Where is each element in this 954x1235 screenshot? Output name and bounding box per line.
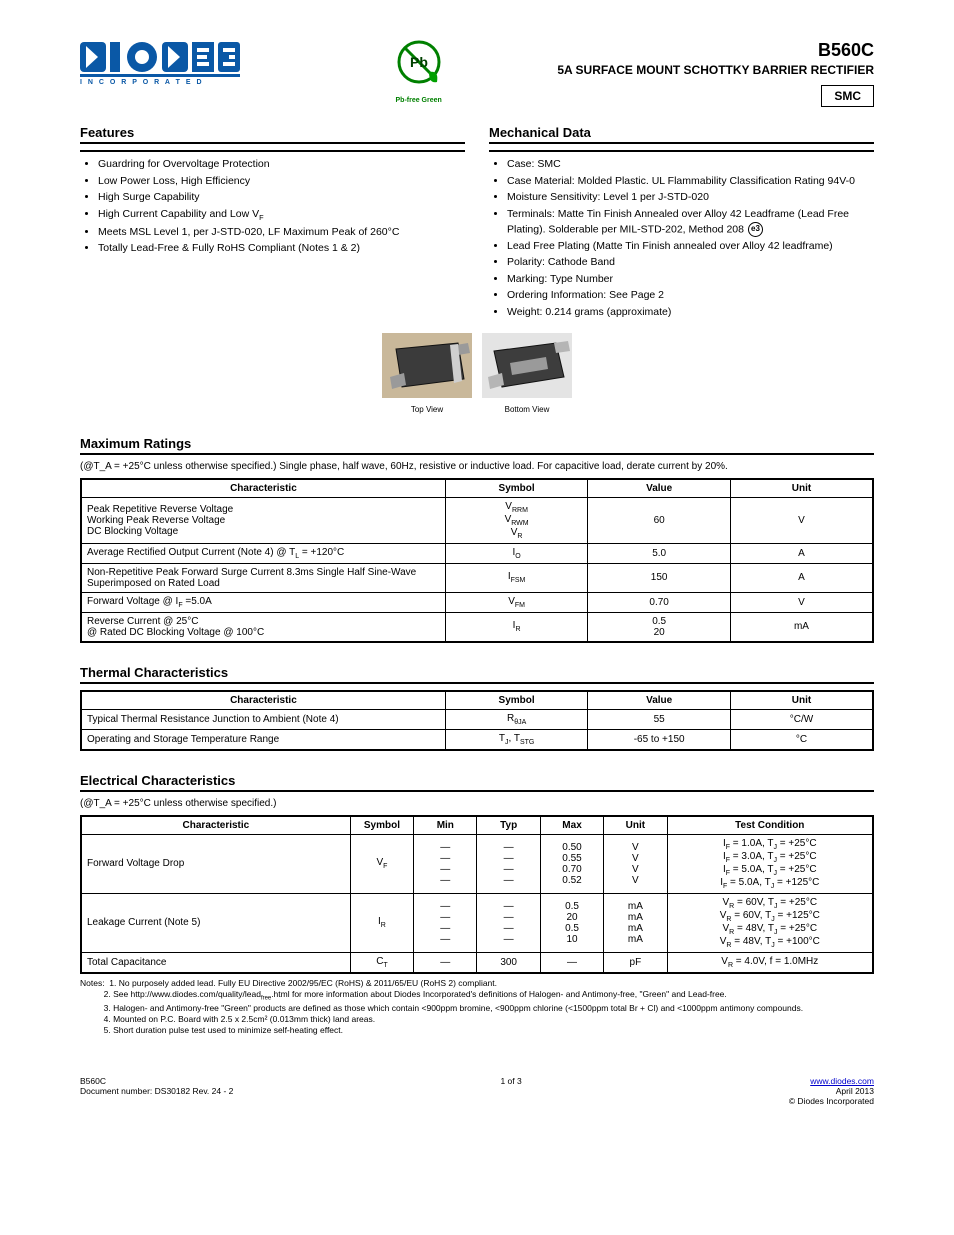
thermal-table: CharacteristicSymbolValueUnitTypical The…	[80, 690, 874, 751]
list-item: Meets MSL Level 1, per J-STD-020, LF Max…	[98, 226, 465, 240]
package-box: SMC	[821, 85, 874, 107]
list-item: Low Power Loss, High Efficiency	[98, 175, 465, 189]
abs-heading: Maximum Ratings	[80, 436, 874, 451]
footer-right: April 2013© Diodes Incorporated	[789, 1086, 874, 1106]
e3-icon: e3	[748, 222, 763, 237]
elec-table: CharacteristicSymbolMinTypMaxUnitTest Co…	[80, 815, 874, 974]
list-item: Lead Free Plating (Matte Tin Finish anne…	[507, 240, 874, 254]
list-item: High Current Capability and Low VF	[98, 208, 465, 223]
list-item: Case: SMC	[507, 158, 874, 172]
package-bottom-caption: Bottom View	[482, 405, 572, 414]
package-bottom-view	[482, 333, 572, 398]
part-description: 5A SURFACE MOUNT SCHOTTKY BARRIER RECTIF…	[557, 63, 874, 77]
list-item: Case Material: Molded Plastic. UL Flamma…	[507, 175, 874, 189]
mechdata-heading: Mechanical Data	[489, 125, 874, 144]
mech-list: Case: SMC Case Material: Molded Plastic. …	[507, 158, 874, 320]
list-item: Polarity: Cathode Band	[507, 256, 874, 270]
list-item: Terminals: Matte Tin Finish Annealed ove…	[507, 208, 874, 237]
list-item: Totally Lead-Free & Fully RoHS Compliant…	[98, 242, 465, 256]
page-footer: B560C Document number: DS30182 Rev. 24 -…	[80, 1076, 874, 1106]
list-item: Guardring for Overvoltage Protection	[98, 158, 465, 172]
pbfree-badge: Pb Pb-free Green	[395, 40, 443, 104]
list-item: Ordering Information: See Page 2	[507, 289, 874, 303]
elec-sub: (@T_A = +25°C unless otherwise specified…	[80, 798, 874, 809]
list-item: Weight: 0.214 grams (approximate)	[507, 306, 874, 320]
svg-text:Pb: Pb	[410, 54, 428, 70]
abs-table: CharacteristicSymbolValueUnitPeak Repeti…	[80, 478, 874, 643]
footer-doc: Document number: DS30182 Rev. 24 - 2	[80, 1086, 233, 1096]
elec-heading: Electrical Characteristics	[80, 773, 874, 788]
footer-part: B560C	[80, 1076, 233, 1086]
pbfree-caption: Pb-free Green	[395, 97, 443, 104]
package-top-view	[382, 333, 472, 398]
list-item: Marking: Type Number	[507, 273, 874, 287]
thermal-heading: Thermal Characteristics	[80, 665, 874, 680]
logo-sub: I N C O R P O R A T E D	[80, 79, 204, 86]
abs-sub: (@T_A = +25°C unless otherwise specified…	[80, 461, 874, 472]
package-top-caption: Top View	[382, 405, 472, 414]
notes-block: Notes: 1. No purposely added lead. Fully…	[80, 978, 874, 1037]
part-number: B560C	[557, 40, 874, 61]
list-item: Moisture Sensitivity: Level 1 per J-STD-…	[507, 191, 874, 205]
footer-link[interactable]: www.diodes.com	[810, 1076, 874, 1086]
diodes-logo: I N C O R P O R A T E D	[80, 40, 280, 86]
list-item: High Surge Capability	[98, 191, 465, 205]
features-heading: Features	[80, 125, 465, 144]
features-list: Guardring for Overvoltage Protection Low …	[98, 158, 465, 256]
footer-page: 1 of 3	[500, 1076, 521, 1086]
